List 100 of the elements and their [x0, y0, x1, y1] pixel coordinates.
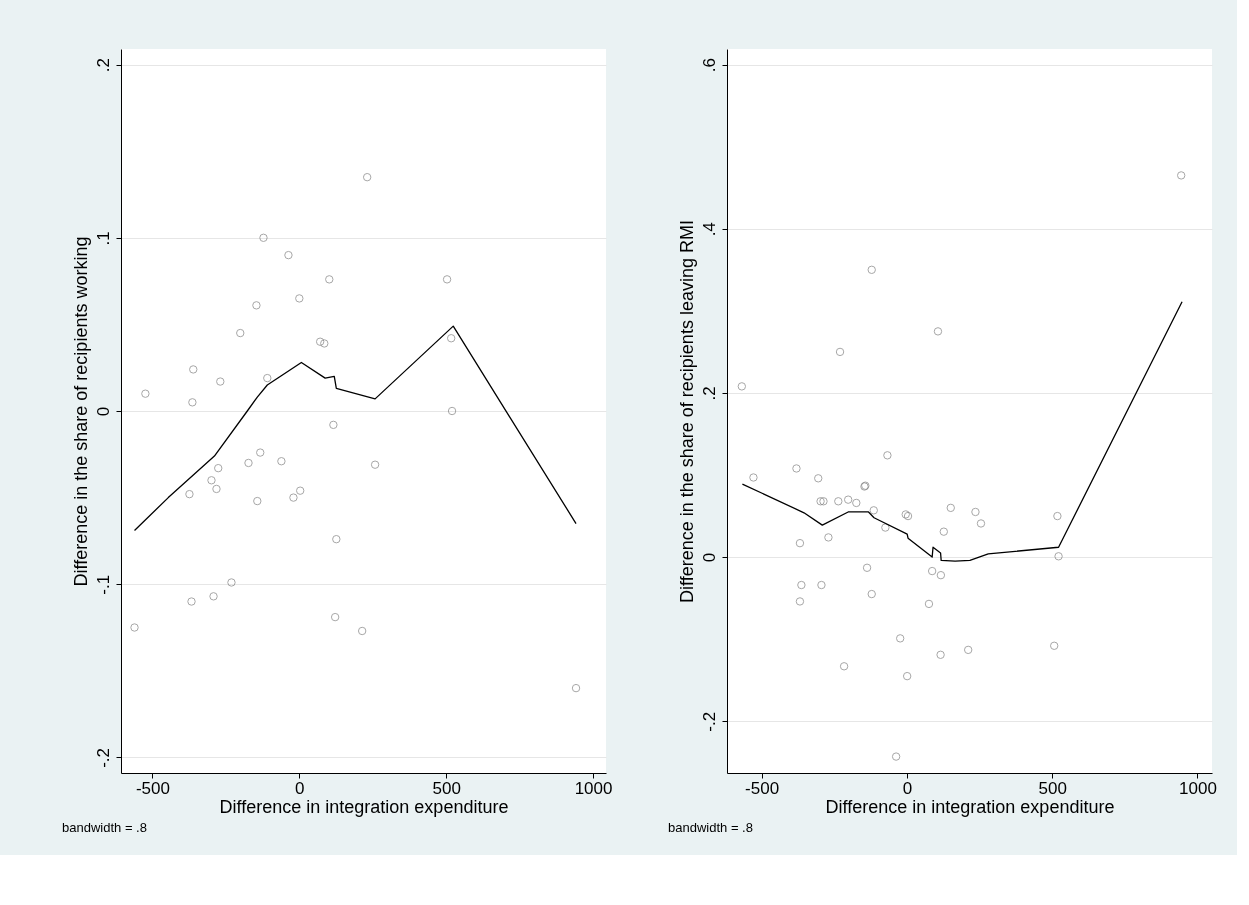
line-series [133, 325, 577, 532]
point [881, 523, 890, 532]
point [867, 265, 876, 275]
point [817, 580, 826, 590]
point [315, 337, 325, 346]
x-tick-label: -500 [135, 778, 170, 798]
point [209, 592, 218, 601]
point [571, 683, 581, 693]
point [834, 497, 843, 506]
point [253, 496, 262, 506]
line-series [741, 301, 1183, 562]
point [936, 650, 945, 659]
point [330, 612, 340, 622]
point [357, 626, 367, 636]
point [835, 347, 845, 357]
point [946, 503, 955, 513]
point [446, 334, 456, 343]
point [216, 377, 225, 386]
point [189, 365, 198, 374]
point [362, 172, 372, 182]
point [924, 599, 934, 609]
x-tick-label: 0 [295, 778, 305, 798]
point [447, 406, 457, 416]
point [289, 493, 298, 502]
point [442, 275, 452, 284]
y-tick-label: .2 [699, 386, 719, 401]
point [141, 389, 150, 398]
point [284, 250, 293, 260]
point [883, 451, 892, 460]
point [214, 463, 223, 473]
point [903, 511, 913, 521]
point [737, 382, 747, 391]
y-tick-label: .1 [93, 231, 113, 246]
point [295, 486, 305, 495]
point [824, 533, 833, 542]
point [797, 580, 806, 590]
point [130, 623, 139, 632]
point [936, 570, 946, 580]
y-tick-label: 0 [93, 406, 113, 417]
point [185, 489, 194, 499]
x-axis-title: Difference in integration expenditure [825, 796, 1115, 817]
point [963, 645, 973, 655]
y-axis-title: Difference in the share of recipients working [70, 236, 91, 587]
point [212, 484, 221, 494]
y-tick-label: -.2 [93, 747, 113, 768]
x-tick-label: 1000 [1179, 778, 1217, 798]
point [839, 662, 849, 671]
point [814, 474, 823, 483]
point [295, 294, 304, 303]
x-tick-label: -500 [745, 778, 780, 798]
point [252, 301, 261, 310]
point [902, 671, 912, 681]
x-tick-label: 1000 [574, 778, 613, 798]
point [816, 497, 825, 506]
x-tick-label: 0 [902, 778, 913, 798]
point [933, 327, 943, 336]
point [869, 506, 878, 515]
x-tick-label: 500 [432, 778, 461, 798]
point [795, 597, 805, 606]
y-tick-label: -.2 [699, 711, 719, 732]
point [939, 527, 948, 536]
point [1053, 511, 1062, 521]
text: bandwidth = .8 [62, 820, 147, 835]
point [1050, 641, 1059, 650]
y-tick-label: .6 [699, 58, 719, 73]
point [895, 634, 905, 643]
x-axis-title: Difference in integration expenditure [219, 796, 509, 817]
y-tick-label: -.1 [93, 574, 113, 595]
point [187, 597, 196, 606]
point [927, 566, 937, 576]
point [1054, 552, 1063, 561]
point [227, 578, 236, 587]
point [329, 420, 338, 430]
point [976, 519, 986, 528]
point [867, 589, 876, 599]
y-tick-label: .2 [93, 57, 113, 73]
point [862, 563, 872, 572]
point [236, 328, 245, 338]
y-axis-title: Difference in the share of recipients leaving RMI [676, 220, 697, 603]
point [843, 495, 853, 504]
point [325, 275, 334, 284]
point [277, 457, 286, 466]
point [207, 476, 216, 485]
point [332, 534, 341, 544]
point [819, 497, 828, 506]
point [259, 233, 268, 242]
point [320, 339, 329, 348]
point [852, 498, 861, 508]
point [795, 538, 805, 548]
point [370, 460, 380, 469]
point [256, 448, 265, 457]
text: bandwidth = .8 [668, 820, 753, 835]
point [891, 752, 901, 761]
point [901, 510, 910, 519]
point [244, 458, 253, 468]
y-tick-label: 0 [699, 552, 719, 563]
point [263, 373, 272, 383]
point [749, 473, 758, 482]
point [188, 398, 197, 407]
point [792, 464, 801, 473]
